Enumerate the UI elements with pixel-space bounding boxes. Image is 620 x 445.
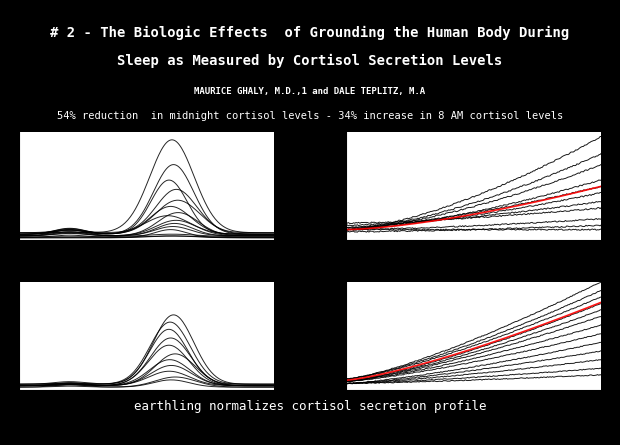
Title: 24 hr Cortisol Profile Post Earthing: 24 hr Cortisol Profile Post Earthing xyxy=(56,270,236,279)
Text: MAURICE GHALY, M.D.,1 and DALE TEPLITZ, M.A: MAURICE GHALY, M.D.,1 and DALE TEPLITZ, … xyxy=(195,87,425,96)
Text: 54% reduction  in midnight cortisol levels - 34% increase in 8 AM cortisol level: 54% reduction in midnight cortisol level… xyxy=(57,111,563,121)
Title: 24 hr Cortisol Profile - Pre Earthing: 24 hr Cortisol Profile - Pre Earthing xyxy=(56,120,237,130)
Text: earthling normalizes cortisol secretion profile: earthling normalizes cortisol secretion … xyxy=(134,400,486,413)
Text: # 2 - The Biologic Effects  of Grounding the Human Body During: # 2 - The Biologic Effects of Grounding … xyxy=(50,26,570,40)
Text: Sleep as Measured by Cortisol Secretion Levels: Sleep as Measured by Cortisol Secretion … xyxy=(117,54,503,68)
